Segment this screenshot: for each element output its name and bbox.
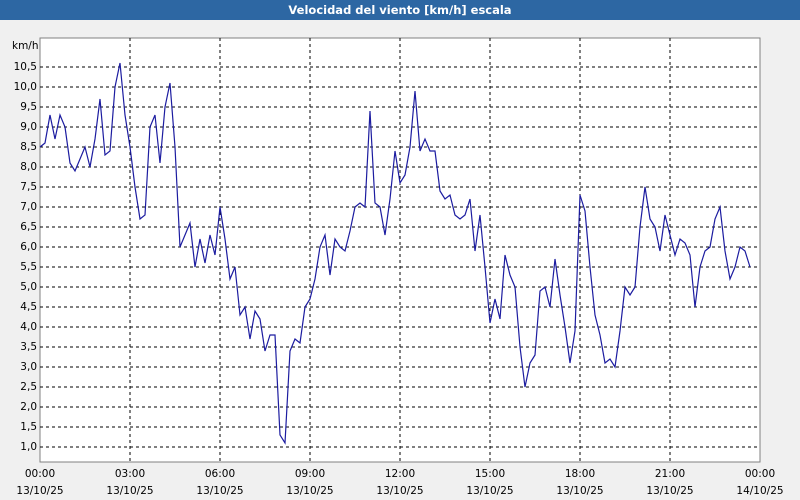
y-tick-label: 1,0 [20,441,37,453]
x-tick-date: 13/10/25 [556,485,603,497]
x-tick-label: 00:00 [25,468,55,480]
y-tick-label: 3,5 [20,341,37,353]
x-tick-label: 09:00 [295,468,325,480]
y-tick-label: 4,0 [20,321,37,333]
x-tick-label: 15:00 [475,468,505,480]
y-tick-label: 2,0 [20,401,37,413]
y-tick-label: 10,0 [14,81,37,93]
y-tick-label: 7,5 [20,181,37,193]
x-tick-date: 13/10/25 [106,485,153,497]
y-tick-label: 3,0 [20,361,37,373]
y-tick-label: 4,5 [20,301,37,313]
y-axis-label: km/h [12,40,39,52]
x-tick-date: 13/10/25 [16,485,63,497]
x-tick-label: 00:00 [745,468,775,480]
y-tick-label: 5,5 [20,261,37,273]
y-tick-label: 5,0 [20,281,37,293]
x-tick-date: 14/10/25 [736,485,783,497]
y-tick-label: 6,5 [20,221,37,233]
x-tick-label: 18:00 [565,468,595,480]
x-tick-label: 21:00 [655,468,685,480]
x-tick-date: 13/10/25 [376,485,423,497]
x-tick-label: 12:00 [385,468,415,480]
x-tick-date: 13/10/25 [466,485,513,497]
y-tick-label: 8,0 [20,161,37,173]
x-tick-date: 13/10/25 [196,485,243,497]
x-tick-date: 13/10/25 [646,485,693,497]
y-tick-label: 8,5 [20,141,37,153]
y-tick-label: 6,0 [20,241,37,253]
y-tick-label: 1,5 [20,421,37,433]
x-tick-date: 13/10/25 [286,485,333,497]
y-tick-label: 9,5 [20,101,37,113]
x-tick-label: 03:00 [115,468,145,480]
y-tick-label: 7,0 [20,201,37,213]
data-line [39,62,751,445]
x-tick-label: 06:00 [205,468,235,480]
y-tick-label: 9,0 [20,121,37,133]
title-bar [0,0,800,20]
y-tick-label: 2,5 [20,381,37,393]
y-tick-label: 10,5 [14,61,37,73]
chart-title: Velocidad del viento [km/h] escala [288,3,511,17]
